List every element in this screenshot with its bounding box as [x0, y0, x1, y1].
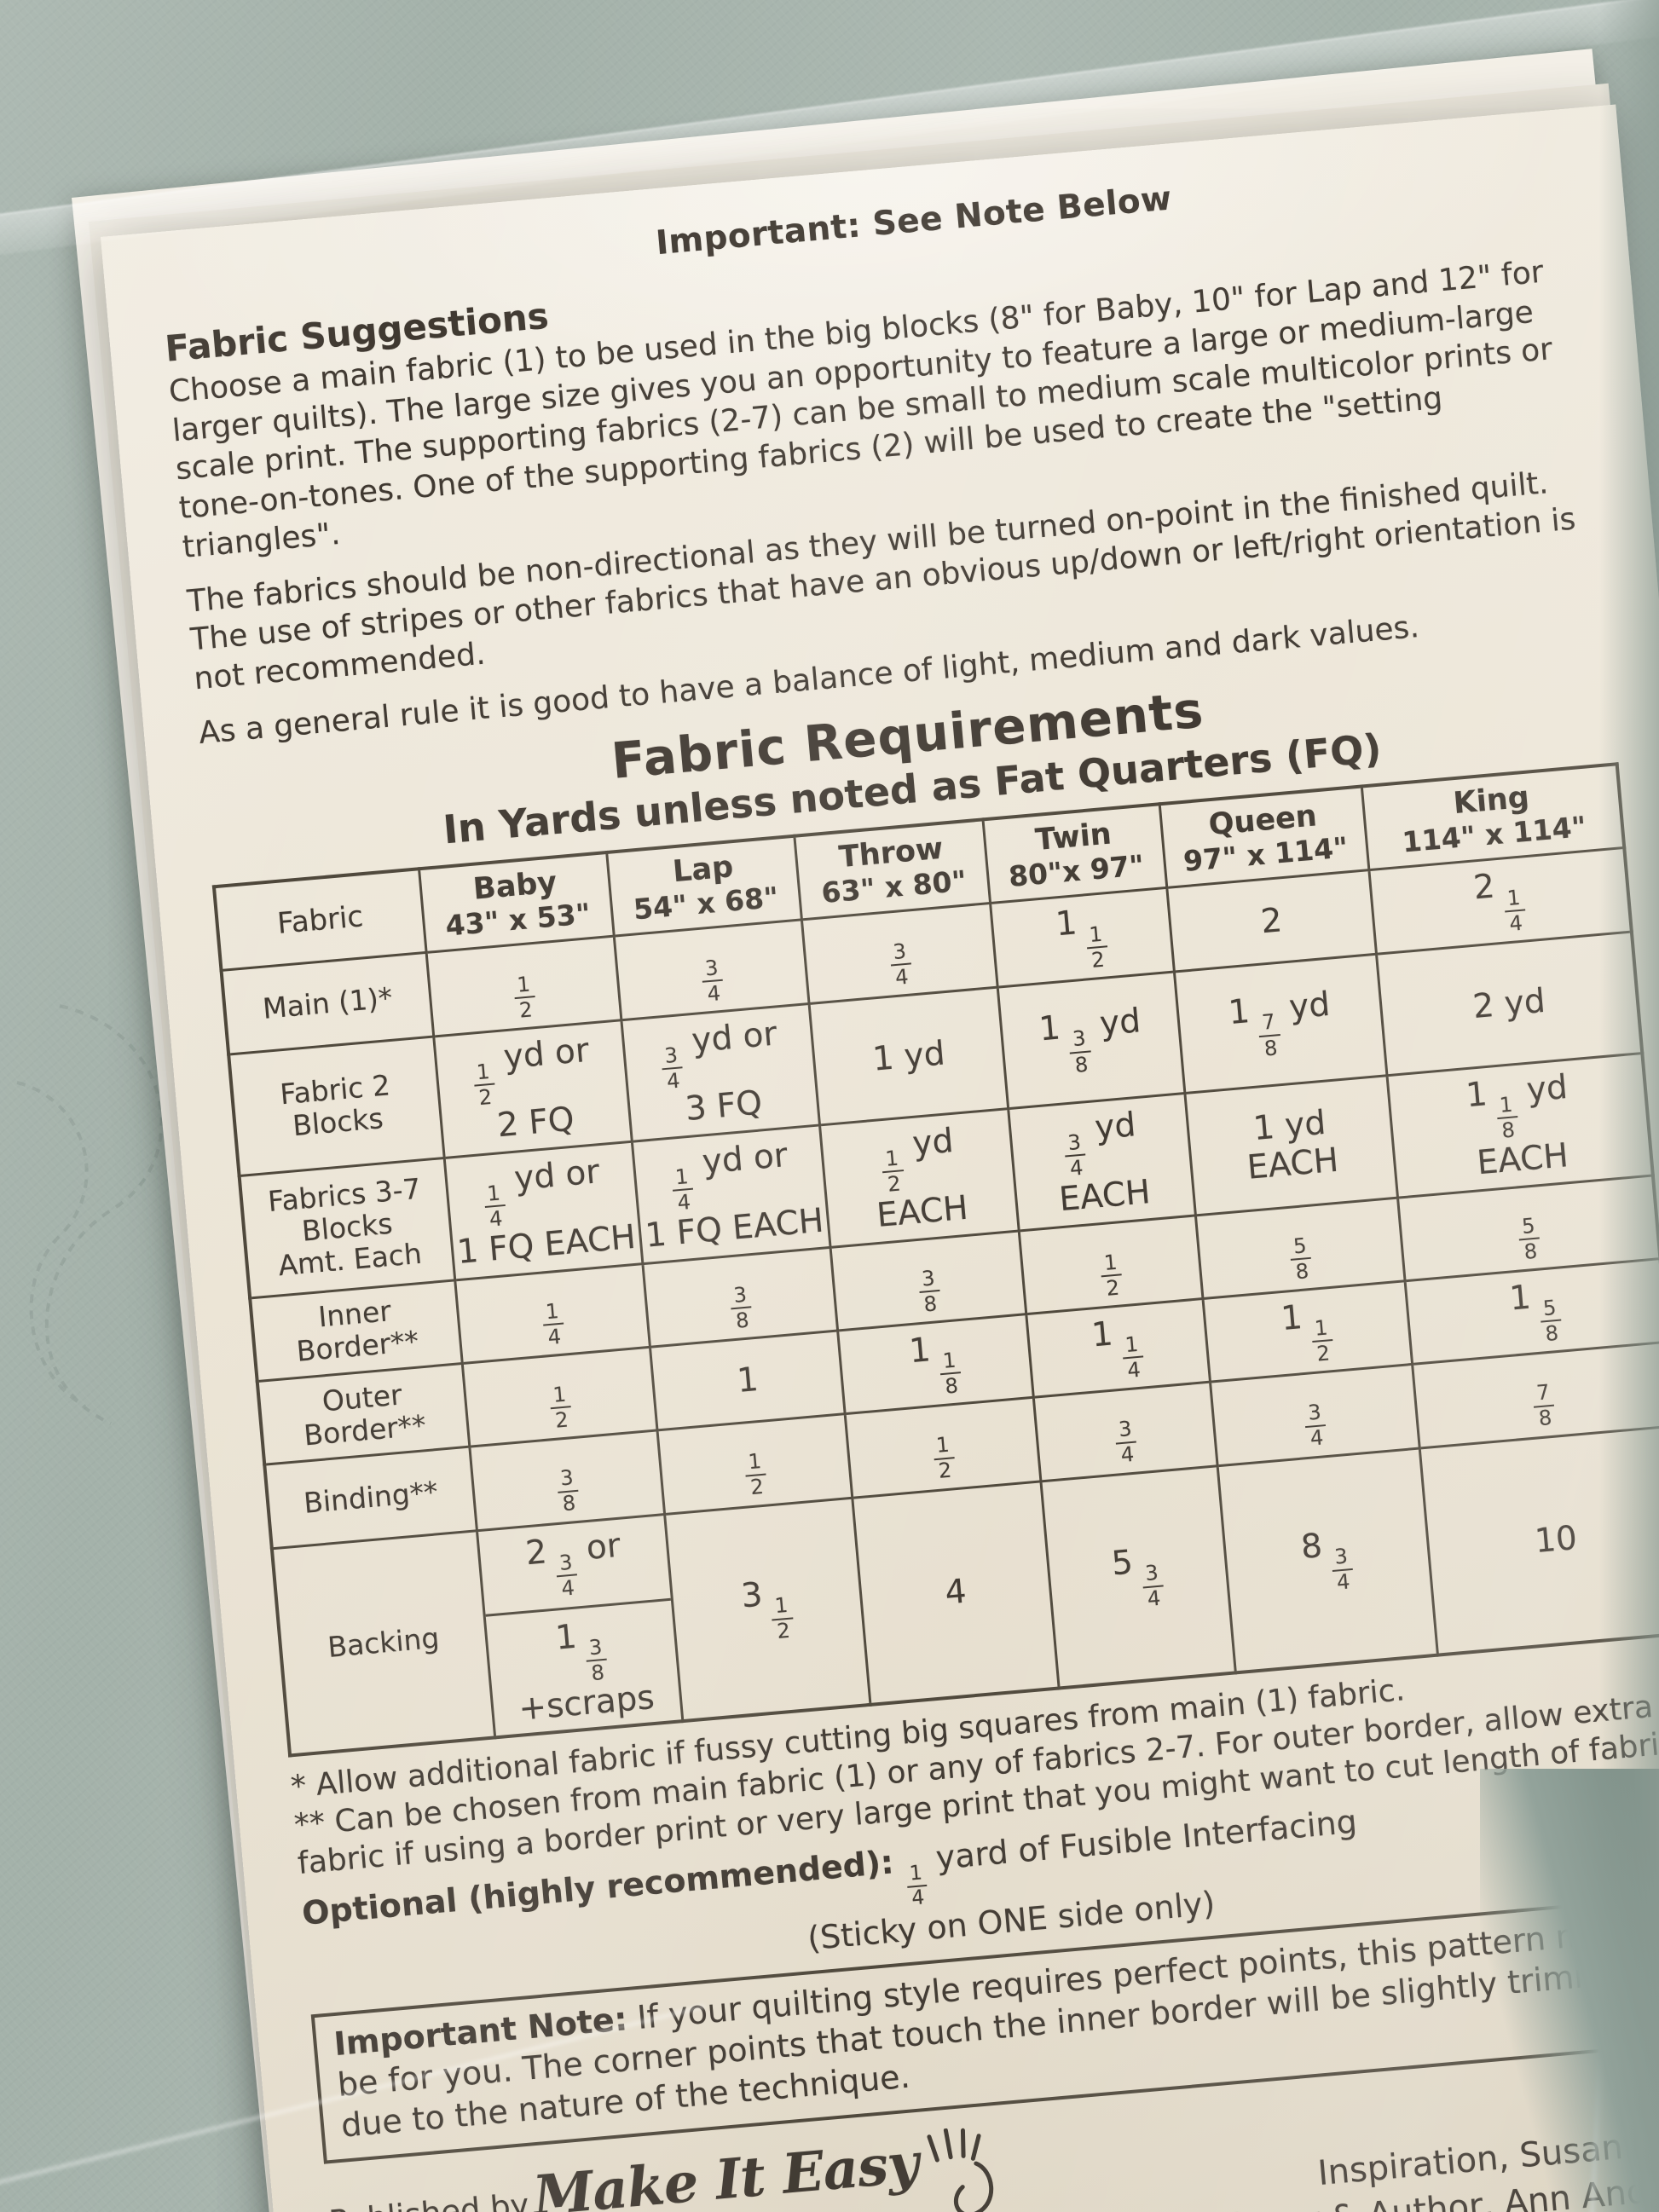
pattern-back-page: Important: See Note Below Fabric Suggest… [101, 104, 1659, 2212]
published-by-line: Published by Make It Easy [326, 2113, 1122, 2212]
fabric-edge-right [1599, 0, 1659, 2212]
fabric-requirements-table: Fabric Baby 43" x 53" Lap 54" x 68" Throw 63" … [211, 762, 1659, 1758]
table-row-label: Backing [271, 1530, 495, 1756]
table-column-header: Lap 54" x 68" [606, 836, 802, 937]
table-column-header: Throw 63" x 80" [795, 819, 991, 921]
quilting-stitch-swirl [16, 1004, 164, 1425]
table-row-label: Fabric 2 Blocks [228, 1036, 444, 1176]
make-it-easy-logo: Make It Easy [530, 2130, 922, 2212]
table-cell: 1 yd EACH [1184, 1075, 1398, 1216]
table-cell: 1 yd [809, 986, 1009, 1126]
table-column-header: Twin 80"x 97" [982, 804, 1167, 904]
table-row-label: Fabrics 3-7 Blocks Amt. Each [239, 1158, 455, 1298]
table-cell: 4 [853, 1481, 1059, 1706]
table-column-header: Baby 43" x 53" [419, 852, 615, 953]
publisher-block: Published by Make It Easy SEWING & CRAFT… [326, 2113, 1149, 2212]
logo-flourish-icon [927, 2128, 994, 2212]
bottom-section: Published by Make It Easy SEWING & CRAFT… [326, 2059, 1659, 2212]
table-cell: 1 [650, 1330, 846, 1431]
published-by-label: Published by [327, 2186, 530, 2212]
